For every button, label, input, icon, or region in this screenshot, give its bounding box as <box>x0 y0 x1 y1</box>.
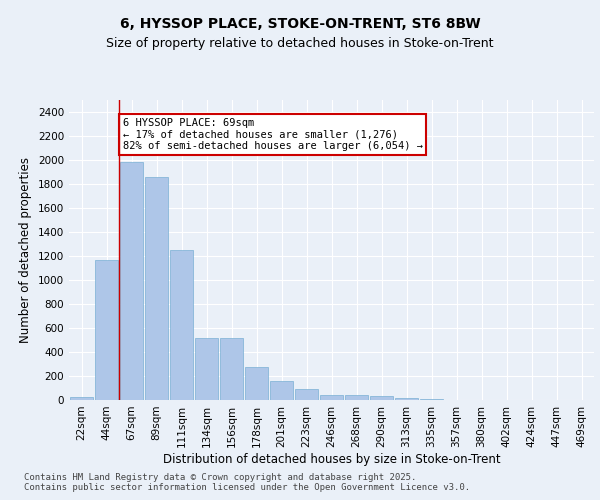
Text: Contains HM Land Registry data © Crown copyright and database right 2025.
Contai: Contains HM Land Registry data © Crown c… <box>24 472 470 492</box>
Text: 6, HYSSOP PLACE, STOKE-ON-TRENT, ST6 8BW: 6, HYSSOP PLACE, STOKE-ON-TRENT, ST6 8BW <box>119 18 481 32</box>
Bar <box>120 162 143 400</box>
Bar <box>245 367 268 400</box>
Bar <box>420 399 443 400</box>
Bar <box>295 389 318 400</box>
Bar <box>345 394 368 400</box>
Bar <box>395 398 418 400</box>
Bar <box>170 250 193 400</box>
Bar <box>145 177 168 400</box>
X-axis label: Distribution of detached houses by size in Stoke-on-Trent: Distribution of detached houses by size … <box>163 452 500 466</box>
Text: 6 HYSSOP PLACE: 69sqm
← 17% of detached houses are smaller (1,276)
82% of semi-d: 6 HYSSOP PLACE: 69sqm ← 17% of detached … <box>123 118 423 151</box>
Bar <box>270 381 293 400</box>
Bar <box>220 338 243 400</box>
Text: Size of property relative to detached houses in Stoke-on-Trent: Size of property relative to detached ho… <box>106 38 494 51</box>
Bar <box>70 397 93 400</box>
Bar <box>370 396 393 400</box>
Bar <box>320 394 343 400</box>
Y-axis label: Number of detached properties: Number of detached properties <box>19 157 32 343</box>
Bar <box>195 338 218 400</box>
Bar <box>95 260 118 400</box>
